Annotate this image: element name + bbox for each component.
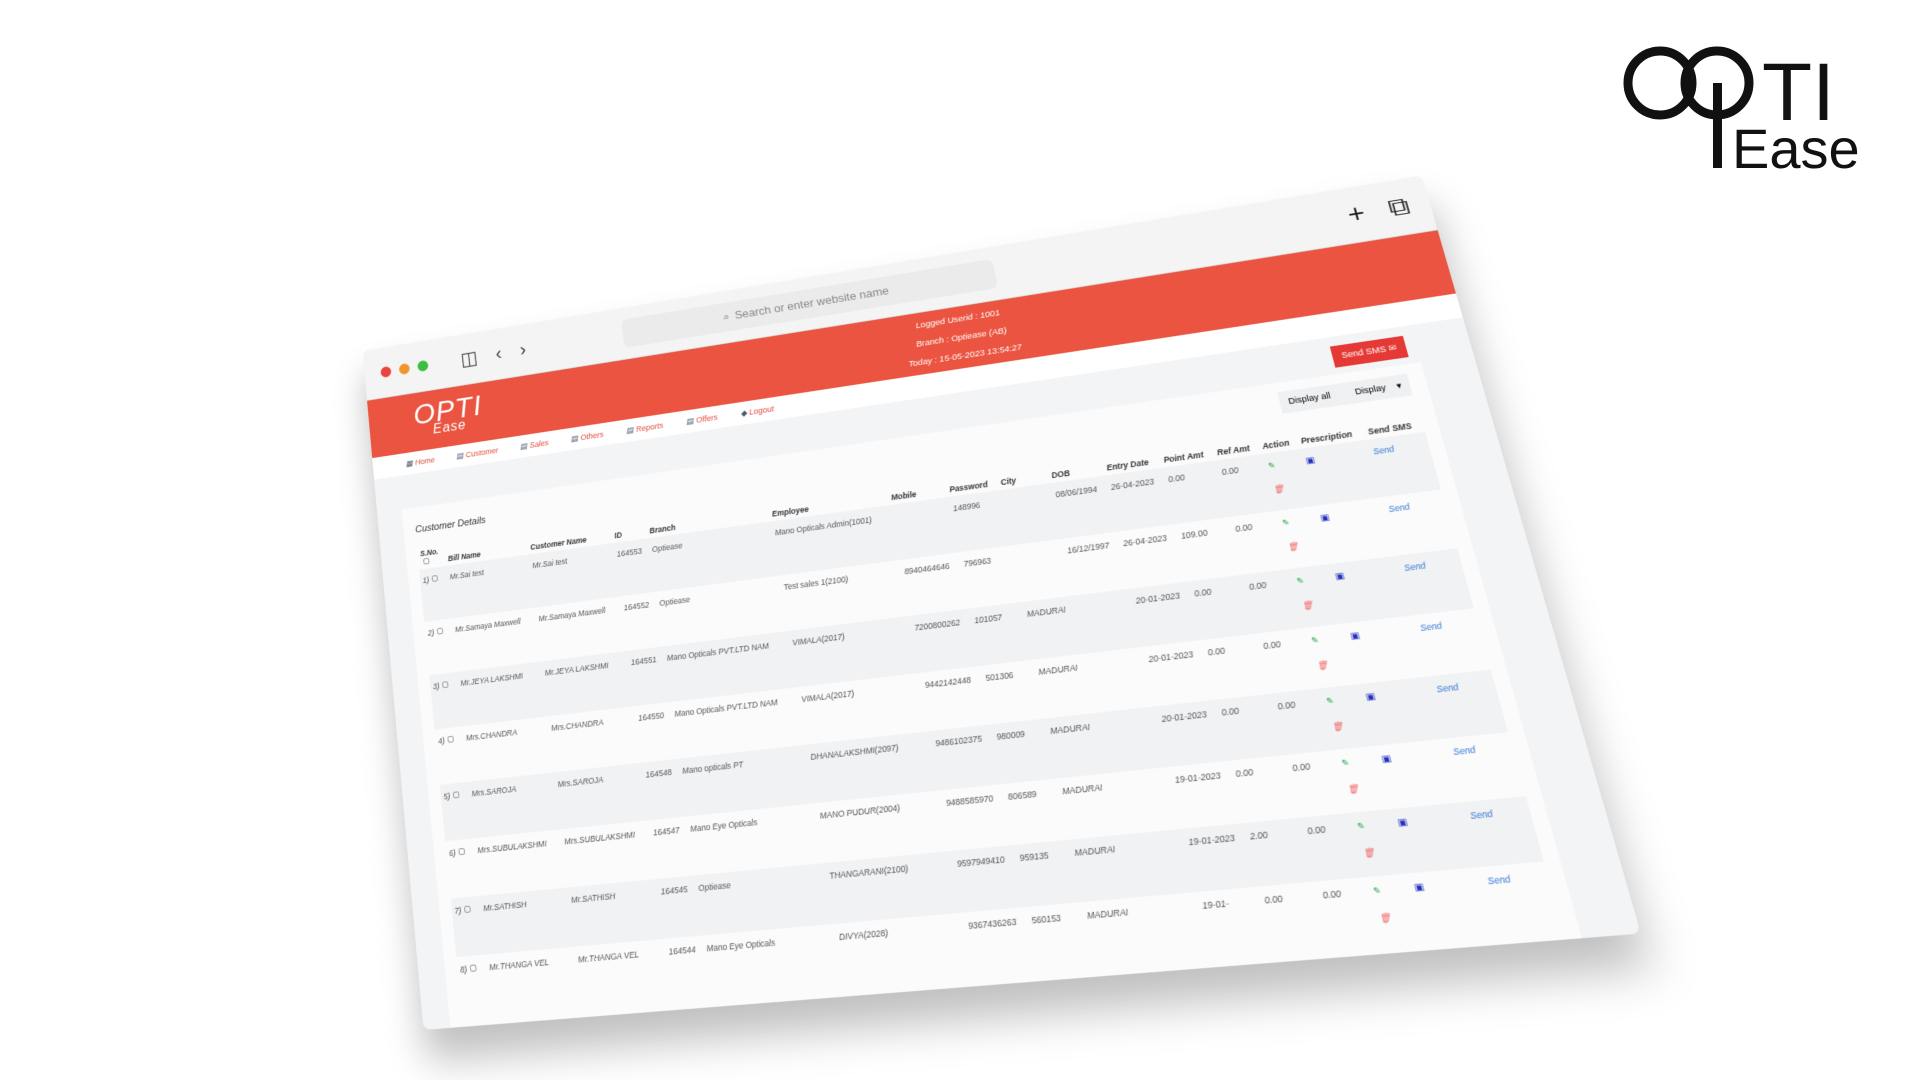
delete-icon[interactable]: 🗑 — [1345, 782, 1361, 795]
customer-table: S.No. Bill Name Customer Name ID Branch Emplo… — [417, 407, 1562, 1017]
send-link[interactable]: Send — [1451, 744, 1477, 758]
cell-mobile: 9367436263 — [967, 916, 1018, 932]
edit-icon[interactable]: ✎ — [1339, 757, 1350, 769]
nav-sales[interactable]: ▤ Sales — [519, 437, 550, 451]
edit-icon[interactable]: ✎ — [1294, 575, 1305, 587]
address-placeholder: Search or enter website name — [733, 283, 890, 322]
send-link[interactable]: Send — [1387, 501, 1411, 515]
row-checkbox[interactable] — [452, 791, 460, 799]
cell-mobile: 9486102375 — [930, 724, 1003, 791]
send-link[interactable]: Send — [1435, 681, 1460, 695]
prescription-icon[interactable]: ▣ — [1319, 512, 1331, 523]
delete-icon[interactable]: 🗑 — [1271, 483, 1286, 495]
cell-bill: Mrs.SAROJA — [467, 772, 561, 839]
cell-bill: Mr.THANGA VEL — [488, 957, 550, 973]
display-all-button[interactable]: Display all — [1287, 390, 1332, 406]
prescription-icon[interactable]: ▣ — [1396, 816, 1409, 828]
cell-bill: Mrs.CHANDRA — [465, 727, 518, 743]
edit-icon[interactable]: ✎ — [1279, 517, 1290, 528]
optiease-logo: TI Ease — [1623, 46, 1860, 173]
cell-cust: Mr.THANGA VEL — [577, 949, 640, 965]
close-button[interactable] — [380, 365, 392, 379]
edit-icon[interactable]: ✎ — [1370, 884, 1382, 897]
forward-icon[interactable]: › — [518, 338, 528, 360]
delete-icon[interactable]: 🗑 — [1300, 599, 1315, 611]
cell-cust: Mrs.SAROJA — [553, 762, 649, 830]
grid-icon: ▦ — [405, 458, 414, 468]
minimize-button[interactable] — [398, 362, 411, 376]
row-checkbox[interactable] — [457, 847, 465, 856]
send-link[interactable]: Send — [1486, 873, 1512, 887]
edit-icon[interactable]: ✎ — [1323, 695, 1335, 707]
delete-icon[interactable]: 🗑 — [1330, 720, 1345, 733]
cell-emp: THANGARANI(2100) — [824, 850, 963, 924]
send-link[interactable]: Send — [1418, 620, 1444, 634]
prescription-icon[interactable]: ▣ — [1364, 690, 1376, 703]
cell-branch: Mano Eye Opticals — [705, 937, 776, 954]
delete-icon[interactable]: 🗑 — [1285, 540, 1300, 553]
new-tab-icon[interactable]: + — [1344, 198, 1369, 229]
send-sms-button[interactable]: Send SMS ✉ — [1329, 335, 1409, 368]
cell-emp: DIVYA(2028) — [838, 927, 889, 943]
send-link[interactable]: Send — [1402, 560, 1427, 573]
nav-customer[interactable]: ▤ Customer — [455, 445, 499, 461]
cell-mobile: 9488585970 — [945, 793, 995, 809]
app-logo: OPTI Ease — [411, 389, 484, 437]
row-checkbox[interactable] — [431, 575, 438, 582]
send-link[interactable]: Send — [1371, 444, 1396, 457]
doc-icon: ▤ — [685, 415, 694, 426]
doc-icon: ▤ — [455, 450, 464, 461]
prescription-icon[interactable]: ▣ — [1349, 630, 1361, 642]
delete-icon[interactable]: 🗑 — [1361, 846, 1376, 859]
nav-reports[interactable]: ▤Reports — [625, 420, 664, 435]
prescription-icon[interactable]: ▣ — [1334, 570, 1346, 582]
doc-icon: ▤ — [519, 441, 528, 451]
row-checkbox[interactable] — [469, 964, 477, 972]
row-checkbox[interactable] — [436, 627, 443, 635]
cell-mobile: 7200800262 — [909, 608, 980, 673]
delete-icon[interactable]: 🗑 — [1377, 911, 1393, 924]
cell-mobile — [889, 497, 959, 561]
edit-icon[interactable]: ✎ — [1354, 820, 1366, 832]
row-checkbox[interactable] — [446, 735, 454, 743]
cell-cust: Mr.JEYA LAKSHMI — [540, 650, 634, 717]
cell-mobile: 9442142448 — [923, 674, 972, 690]
prescription-icon[interactable]: ▣ — [1304, 454, 1316, 466]
send-link[interactable]: Send — [1468, 808, 1495, 822]
nav-others[interactable]: ▤Others — [570, 429, 605, 443]
cell-bill: Mr.JEYA LAKSHMI — [456, 661, 548, 727]
svg-text:TI: TI — [1762, 47, 1835, 138]
cell-mobile: 8940464646 — [903, 561, 951, 577]
prescription-icon[interactable]: ▣ — [1380, 752, 1392, 765]
logout-icon: ◆ — [739, 407, 748, 418]
back-icon[interactable]: ‹ — [494, 342, 503, 364]
nav-logout[interactable]: ◆Logout — [739, 403, 775, 418]
display-dropdown[interactable]: Display ▾ — [1353, 380, 1403, 397]
cell-branch: Optiease — [693, 863, 834, 936]
search-icon: ⌕ — [722, 309, 731, 323]
nav-home[interactable]: ▦ Home — [405, 455, 436, 468]
cell-bill: Mr.SATHISH — [479, 887, 574, 955]
nav-offers[interactable]: ▤Offers — [685, 412, 719, 426]
delete-icon[interactable]: 🗑 — [1315, 659, 1330, 671]
maximize-button[interactable] — [417, 359, 429, 373]
cell-cust: Mr.SATHISH — [566, 879, 665, 947]
row-checkbox[interactable] — [463, 905, 471, 914]
cell-cust: Mrs.CHANDRA — [550, 717, 604, 733]
cell-mobile: 9597949410 — [951, 844, 1026, 913]
edit-icon[interactable]: ✎ — [1308, 634, 1319, 646]
cell-cust: Mrs.SUBULAKSHMI — [563, 829, 636, 847]
tabs-icon[interactable]: ⧉ — [1384, 191, 1413, 222]
prescription-icon[interactable]: ▣ — [1412, 881, 1425, 893]
select-all-checkbox[interactable] — [423, 557, 430, 565]
browser-window: ◫ ‹ › ⌕ Search or enter website name + ⧉ O… — [362, 175, 1641, 1030]
cell-bill: Mrs.SUBULAKSHMI — [477, 838, 548, 856]
edit-icon[interactable]: ✎ — [1265, 460, 1276, 471]
svg-text:Ease: Ease — [1732, 117, 1860, 173]
sidebar-icon[interactable]: ◫ — [459, 346, 479, 370]
doc-icon: ▤ — [625, 425, 634, 435]
doc-icon: ▤ — [570, 433, 579, 443]
row-checkbox[interactable] — [441, 681, 449, 689]
